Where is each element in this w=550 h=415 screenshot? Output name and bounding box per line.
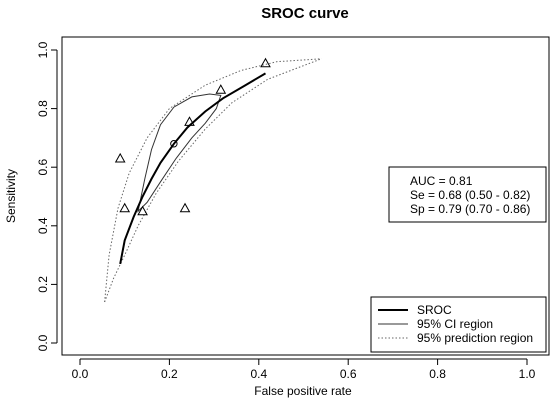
study-point: [119, 202, 131, 213]
study-point: [179, 202, 191, 213]
prediction-region-upper: [104, 58, 322, 303]
y-tick-label: 0.0: [36, 334, 50, 351]
legend-label-ci: 95% CI region: [417, 317, 493, 331]
stat-auc: AUC = 0.81: [410, 174, 473, 188]
x-tick-label: 0.6: [340, 367, 357, 381]
y-tick-label: 0.6: [36, 159, 50, 176]
stats-box-frame: [388, 166, 547, 223]
legend-label-prediction: 95% prediction region: [417, 331, 533, 345]
plot-frame: [61, 36, 550, 356]
y-tick-label: 1.0: [36, 41, 50, 58]
stats-box: AUC = 0.81 Se = 0.68 (0.50 - 0.82) Sp = …: [388, 166, 547, 223]
ci-region: [137, 93, 222, 213]
x-tick-label: 0.4: [250, 367, 267, 381]
x-axis: 0.0 0.2 0.4 0.6 0.8 1.0: [72, 358, 536, 381]
x-tick-label: 1.0: [519, 367, 536, 381]
study-point: [184, 116, 195, 126]
study-point: [215, 84, 227, 94]
x-tick-label: 0.8: [429, 367, 446, 381]
stat-sensitivity: Se = 0.68 (0.50 - 0.82): [410, 188, 530, 202]
study-point: [114, 152, 126, 163]
y-tick-label: 0.4: [36, 217, 50, 234]
y-axis-label: Sensitivity: [4, 169, 18, 223]
stat-specificity: Sp = 0.79 (0.70 - 0.86): [410, 202, 530, 216]
y-tick-label: 0.8: [36, 100, 50, 117]
legend-label-sroc: SROC: [417, 303, 452, 317]
x-tick-label: 0.0: [72, 367, 89, 381]
series-layer: [104, 57, 322, 303]
x-axis-label: False positive rate: [254, 384, 352, 398]
x-tick-label: 0.2: [161, 367, 178, 381]
legend: SROC 95% CI region 95% prediction region: [370, 296, 547, 353]
y-tick-label: 0.2: [36, 276, 50, 293]
chart-title: SROC curve: [261, 5, 349, 22]
sroc-curve: [119, 72, 267, 265]
study-point: [260, 57, 271, 68]
study-point: [137, 205, 148, 216]
prediction-region-lower: [104, 58, 322, 303]
y-axis: 0.0 0.2 0.4 0.6 0.8 1.0: [36, 41, 58, 351]
summary-point: [170, 140, 178, 148]
